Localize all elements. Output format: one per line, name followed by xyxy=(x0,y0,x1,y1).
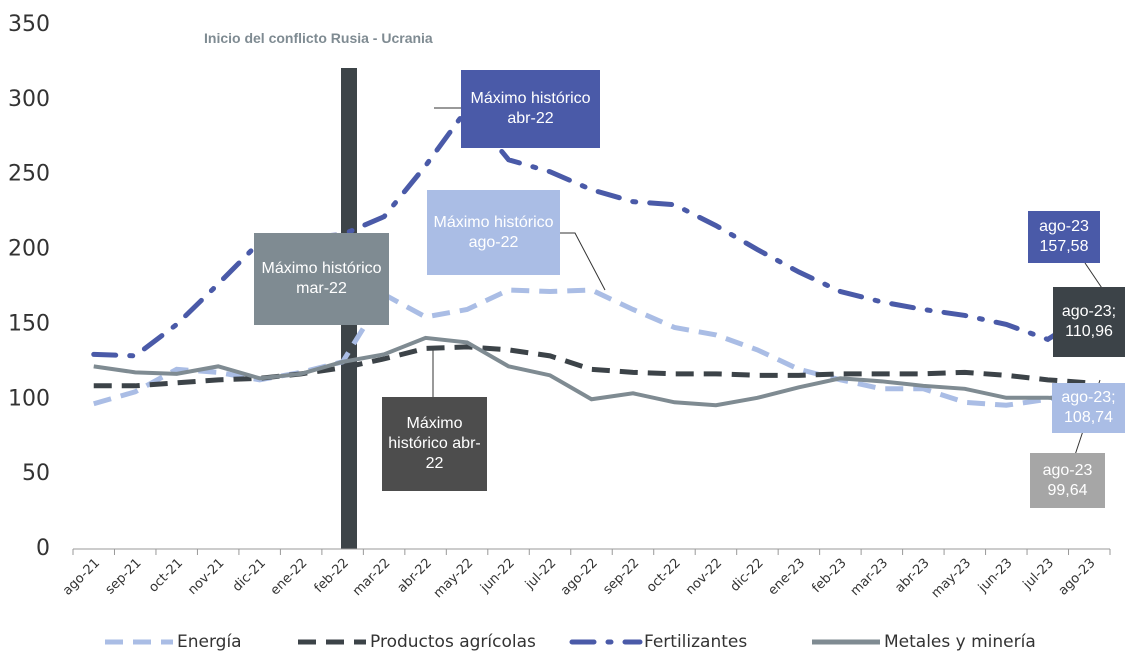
x-tick-label: dic-22 xyxy=(728,556,767,595)
x-tick-label: ago-21 xyxy=(60,556,103,599)
annotation: Máximo histórico ago-22 xyxy=(427,190,560,275)
x-tick-label: jul-22 xyxy=(522,556,559,593)
x-tick-label: sep-21 xyxy=(103,556,145,598)
x-tick-label: ago-22 xyxy=(558,556,601,599)
legend-label: Productos agrícolas xyxy=(370,632,536,652)
legend-label: Metales y minería xyxy=(884,632,1036,652)
x-tick-label: oct-22 xyxy=(644,556,684,596)
legend-label: Energía xyxy=(177,632,242,652)
x-tick-label: oct-21 xyxy=(146,556,186,596)
x-tick-label: nov-21 xyxy=(185,556,227,598)
annotation: Máximo histórico abr-22 xyxy=(382,397,487,491)
y-tick-label: 0 xyxy=(36,536,50,561)
x-tick-label: jul-23 xyxy=(1020,556,1057,593)
x-tick-label: mar-22 xyxy=(350,556,393,599)
y-tick-label: 350 xyxy=(8,12,50,37)
annotation: Máximo histórico mar-22 xyxy=(254,233,389,325)
x-tick-label: ene-22 xyxy=(268,556,311,599)
annotation: Máximo histórico abr-22 xyxy=(461,70,600,148)
annotation: Inicio del conflicto Rusia - Ucrania xyxy=(204,30,433,46)
series-line xyxy=(93,335,1090,408)
x-tick-label: may-23 xyxy=(929,556,974,601)
x-tick-label: ago-23 xyxy=(1056,556,1099,599)
x-tick-label: abr-23 xyxy=(892,556,932,596)
x-tick-label: mar-23 xyxy=(848,556,891,599)
x-tick-label: jun-22 xyxy=(477,556,518,597)
y-tick-label: 300 xyxy=(8,87,50,112)
annotation: ago-23 157,58 xyxy=(1028,211,1100,263)
legend-label: Fertilizantes xyxy=(644,632,747,652)
annotation: ago-23; 108,74 xyxy=(1052,383,1125,433)
annotation: ago-23; 110,96 xyxy=(1053,287,1125,357)
y-tick-label: 50 xyxy=(22,461,50,486)
y-tick-label: 200 xyxy=(8,237,50,262)
y-tick-label: 250 xyxy=(8,162,50,187)
x-tick-label: may-22 xyxy=(431,556,476,601)
annotation: ago-23 99,64 xyxy=(1030,453,1105,508)
x-tick-label: abr-22 xyxy=(395,556,435,596)
x-tick-label: sep-22 xyxy=(600,556,642,598)
series-line xyxy=(93,344,1090,389)
x-tick-label: feb-23 xyxy=(809,556,849,596)
y-tick-label: 150 xyxy=(8,311,50,336)
x-tick-label: ene-23 xyxy=(765,556,808,599)
y-tick-label: 100 xyxy=(8,386,50,411)
x-tick-label: feb-22 xyxy=(312,556,352,596)
x-tick-label: nov-22 xyxy=(683,556,725,598)
x-tick-label: jun-23 xyxy=(975,556,1016,597)
x-tick-label: dic-21 xyxy=(230,556,269,595)
